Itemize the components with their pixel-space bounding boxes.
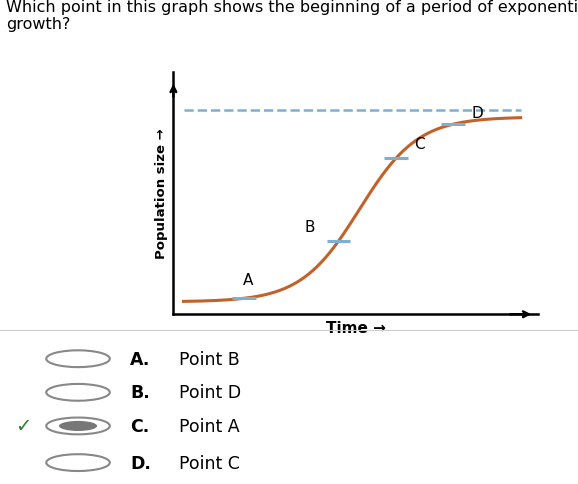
Text: Point A: Point A bbox=[179, 417, 240, 435]
Text: D.: D. bbox=[130, 454, 151, 471]
Text: A: A bbox=[243, 272, 253, 287]
Text: Which point in this graph shows the beginning of a period of exponential
growth?: Which point in this graph shows the begi… bbox=[6, 0, 578, 32]
Text: A.: A. bbox=[130, 350, 150, 368]
Text: ✓: ✓ bbox=[15, 417, 31, 436]
Text: C.: C. bbox=[130, 417, 149, 435]
Text: C: C bbox=[414, 136, 425, 151]
Y-axis label: Population size →: Population size → bbox=[155, 128, 168, 259]
Circle shape bbox=[59, 421, 97, 431]
Text: B: B bbox=[305, 219, 316, 234]
Text: B.: B. bbox=[130, 383, 150, 402]
Text: Point B: Point B bbox=[179, 350, 240, 368]
Text: Point D: Point D bbox=[179, 383, 241, 402]
Text: Point C: Point C bbox=[179, 454, 240, 471]
X-axis label: Time →: Time → bbox=[325, 320, 386, 335]
Text: D: D bbox=[472, 106, 484, 121]
